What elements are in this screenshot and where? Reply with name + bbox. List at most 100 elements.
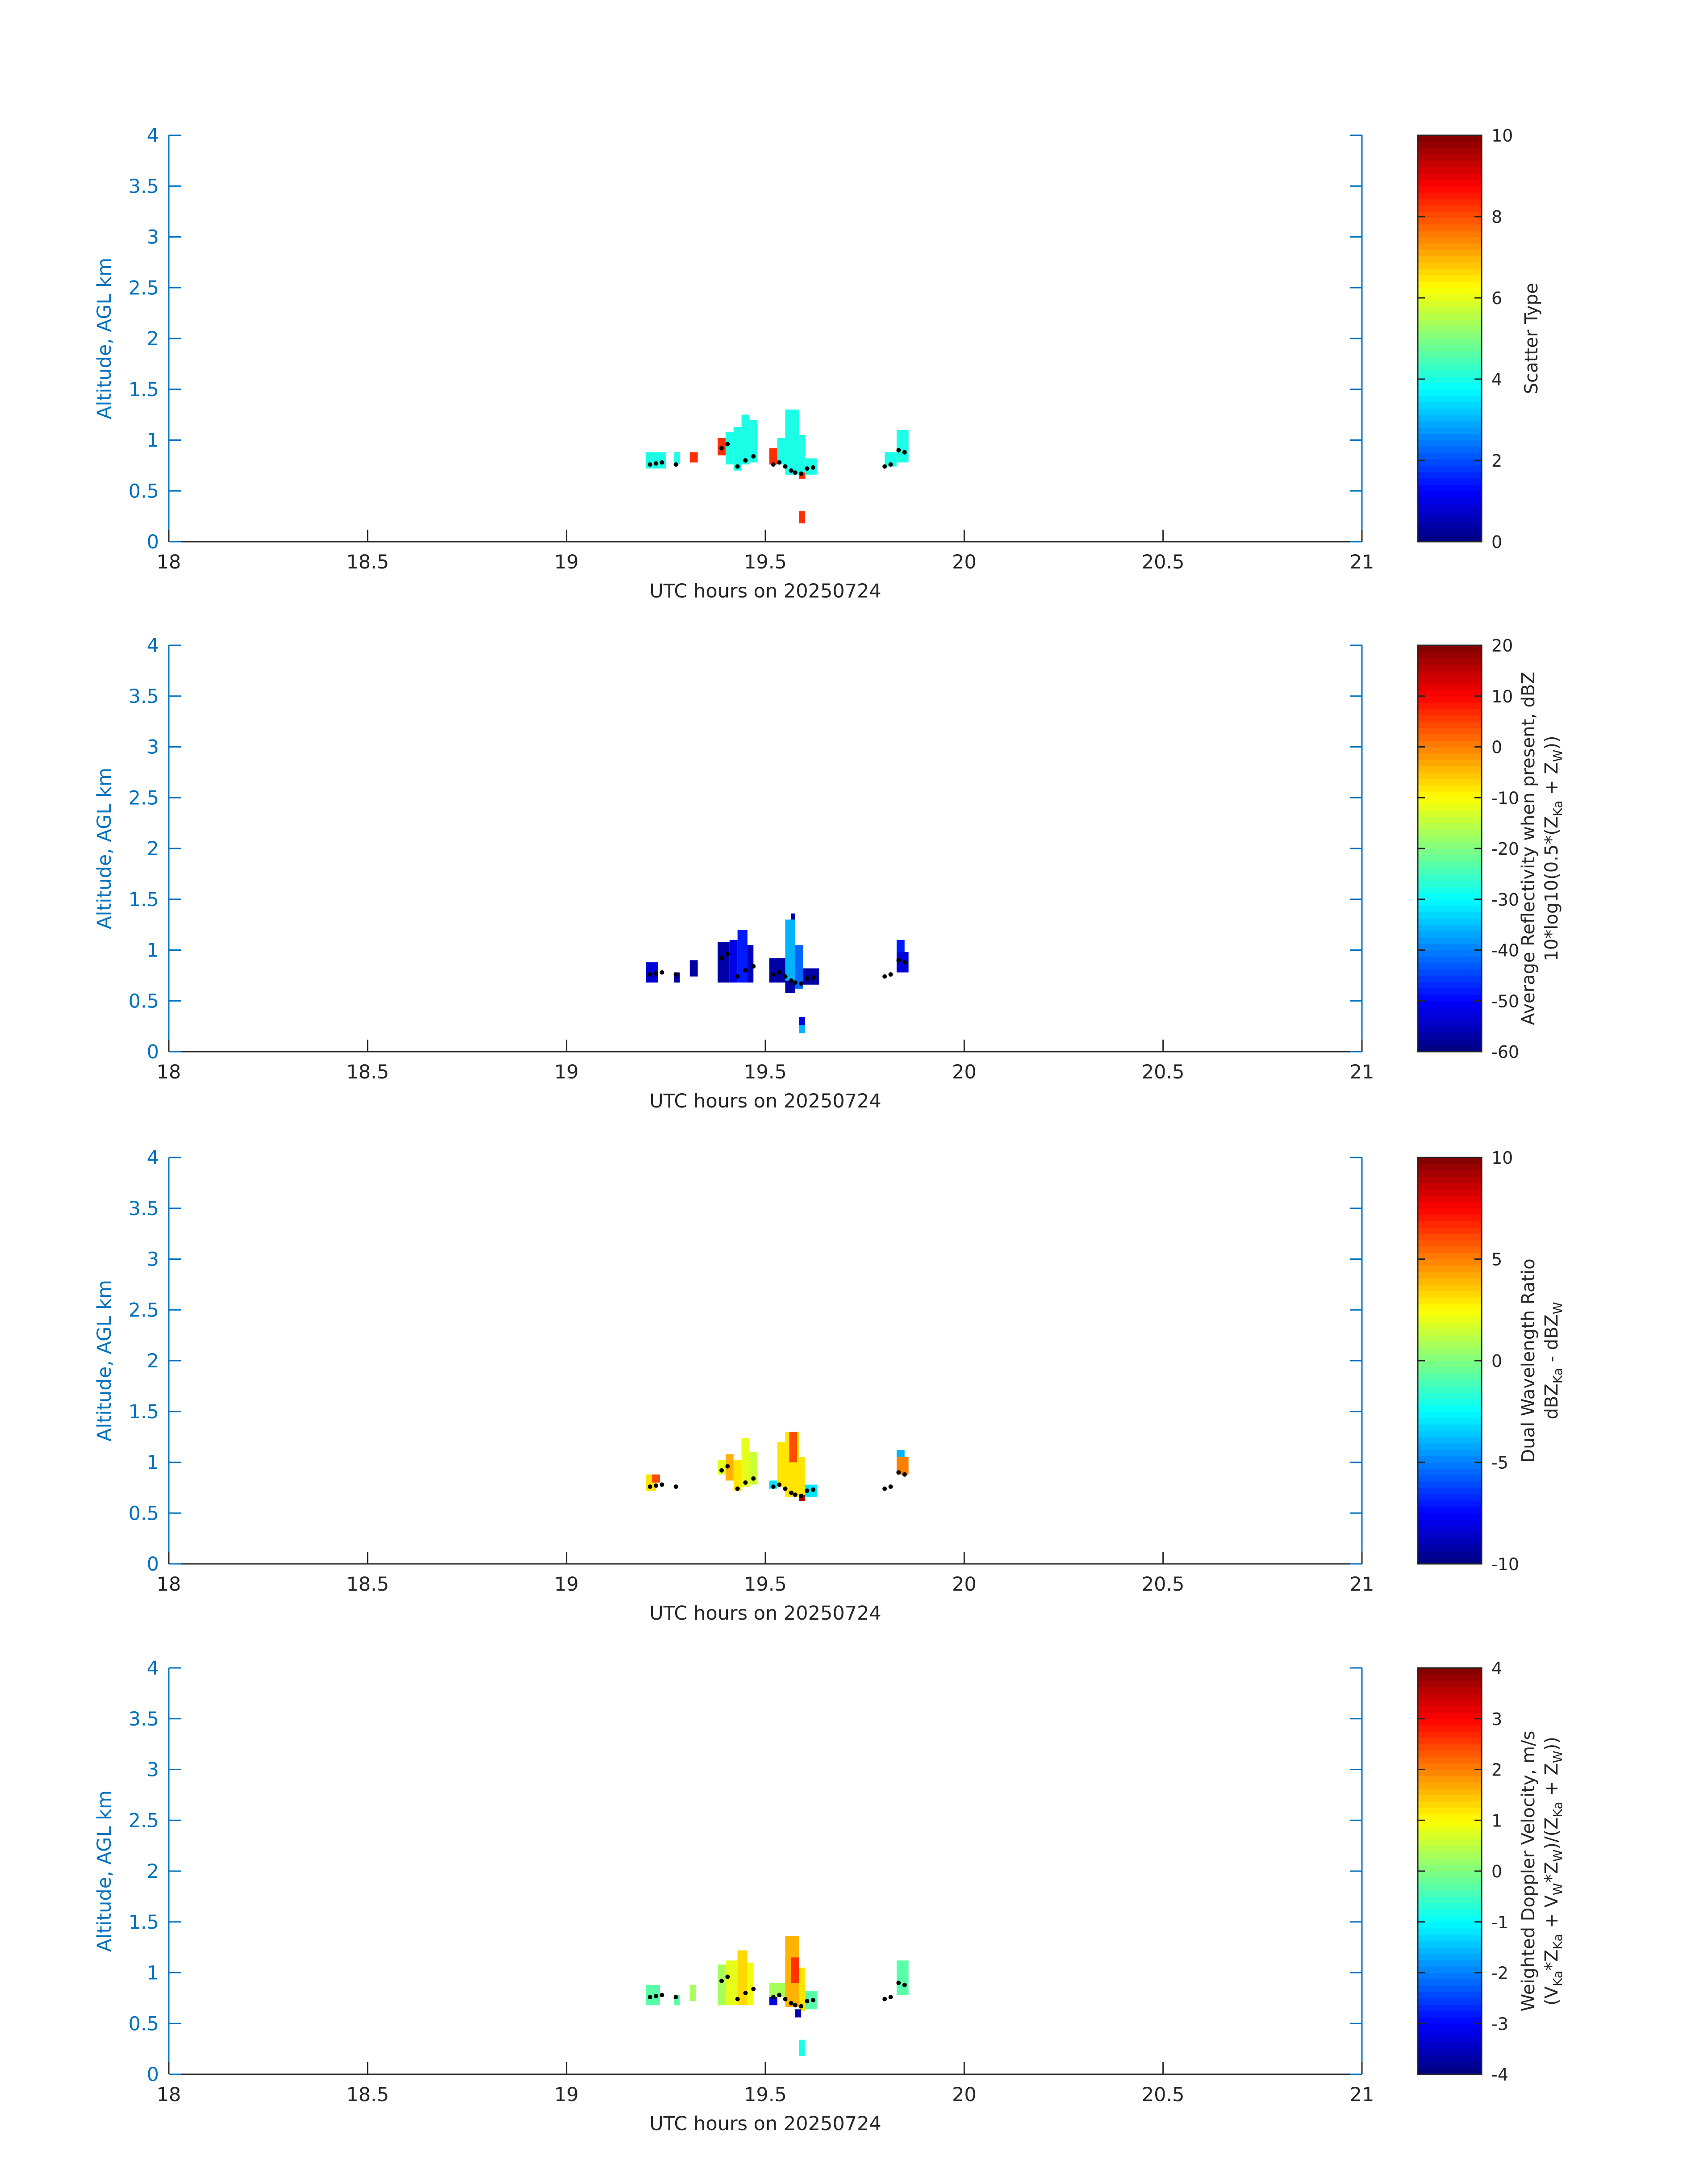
y-tick-label: 3.5 [129,1708,159,1730]
colorbar-band [1418,2017,1482,2024]
colorbar-band [1418,2010,1482,2018]
marker-dot [660,970,664,975]
colorbar-band [1418,1947,1482,1954]
colorbar-tick-label: 4 [1491,1659,1502,1678]
colorbar-band [1418,2042,1482,2049]
colorbar-band [1418,1240,1482,1247]
colorbar-band [1418,1941,1482,1948]
colorbar-band [1418,529,1482,536]
marker-dot [882,1997,887,2002]
colorbar-label-formula: dBZKa - dBZW [1541,1302,1565,1419]
colorbar-band [1418,893,1482,900]
colorbar-band [1418,2030,1482,2037]
heatmap-cell [733,426,742,471]
x-tick-label: 19 [554,2084,579,2106]
colorbar-band [1418,1001,1482,1008]
colorbar-band [1418,1750,1482,1757]
x-tick-label: 18.5 [346,1573,389,1596]
colorbar-band [1418,836,1482,843]
colorbar-band [1418,1462,1482,1469]
heatmap-cell [725,432,734,465]
colorbar-tick-label: 2 [1491,1760,1502,1780]
marker-dot [888,1995,893,2000]
colorbar-band [1418,810,1482,817]
y-tick-label: 2 [147,1860,159,1883]
y-tick-label: 0 [147,531,159,553]
marker-dots [647,442,907,476]
colorbar-band [1418,645,1482,652]
heatmap-cell [718,942,730,983]
x-tick-label: 18.5 [346,2084,389,2106]
colorbar-band [1418,1731,1482,1738]
marker-dot [660,1482,664,1487]
y-tick-label: 4 [147,1147,159,1169]
colorbar-band [1418,421,1482,428]
colorbar-band [1418,167,1482,174]
colorbar-band [1418,778,1482,786]
marker-dot [882,974,887,979]
colorbar-band [1418,829,1482,836]
x-tick-label: 21 [1350,551,1374,573]
colorbar-band [1418,1928,1482,1935]
colorbar-band [1418,804,1482,811]
colorbar-tick-label: 5 [1491,1250,1502,1270]
colorbar-band [1418,1310,1482,1317]
colorbar-band [1418,886,1482,894]
marker-dot [735,974,740,979]
marker-dot [743,968,748,973]
heatmap-cell [799,1457,806,1501]
formula-text: )) [1541,735,1562,749]
colorbar-band [1418,459,1482,466]
heatmap-cell [789,1432,798,1462]
y-tick-label: 3 [147,1249,159,1271]
formula-subscript: Ka [1550,801,1565,816]
y-tick-label: 4 [147,1657,159,1680]
y-tick-label: 2.5 [129,1299,159,1321]
panel-4: 18 18.5 19 19.5 20 20.5 2100.511.522.533.54UTC… [93,1657,1565,2135]
colorbar-band [1418,262,1482,269]
y-tick-label: 2.5 [129,787,159,809]
y-tick-label: 2 [147,1350,159,1372]
heatmap-cells [646,409,909,524]
marker-dot [673,972,678,977]
colorbar-band [1418,759,1482,766]
formula-text: + Z [1541,1763,1562,1801]
y-tick-label: 1.5 [129,379,159,401]
colorbar-band [1418,1284,1482,1291]
marker-dot [673,1995,678,2000]
colorbar-band [1418,1909,1482,1916]
heatmap-cell [729,940,738,983]
marker-dot [719,1978,724,1983]
colorbar-tick-label: 10 [1491,1148,1513,1168]
marker-dot [654,461,659,466]
x-tick-label: 19 [554,551,579,573]
colorbar-band [1418,1170,1482,1177]
marker-dot [789,978,793,983]
x-tick-label: 19.5 [744,2084,787,2106]
colorbar-band [1418,937,1482,944]
y-tick-label: 1.5 [129,889,159,911]
y-axis-label: Altitude, AGL km [93,1280,116,1442]
colorbar-tick-label: -5 [1491,1453,1508,1473]
colorbar-band [1418,1195,1482,1203]
colorbar-band [1418,1278,1482,1285]
colorbar-band [1418,1456,1482,1463]
marker-dot [719,446,724,451]
formula-subscript: W [1550,750,1565,762]
x-tick-label: 19.5 [744,1061,787,1083]
colorbar-band [1418,249,1482,256]
colorbar-tick-label: 8 [1491,207,1502,227]
marker-dot [810,975,815,980]
colorbar-band [1418,1437,1482,1444]
colorbar-band [1418,1297,1482,1304]
marker-dot [783,464,788,469]
marker-dot [735,464,740,469]
colorbar-band [1418,1176,1482,1183]
marker-dot [751,454,756,459]
marker-dot [793,470,798,475]
marker-dot [896,1981,901,1985]
marker-dot [660,460,664,465]
colorbar-band [1418,848,1482,855]
y-tick-label: 1 [147,430,159,452]
colorbar-band [1418,148,1482,155]
